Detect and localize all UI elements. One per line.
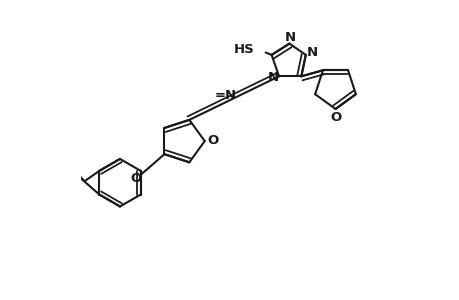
- Text: O: O: [329, 111, 341, 124]
- Text: N: N: [284, 31, 295, 44]
- Text: O: O: [130, 172, 141, 185]
- Text: N: N: [306, 46, 317, 59]
- Text: N: N: [267, 71, 278, 84]
- Text: O: O: [207, 134, 218, 147]
- Text: =N: =N: [214, 89, 236, 102]
- Text: HS: HS: [233, 43, 254, 56]
